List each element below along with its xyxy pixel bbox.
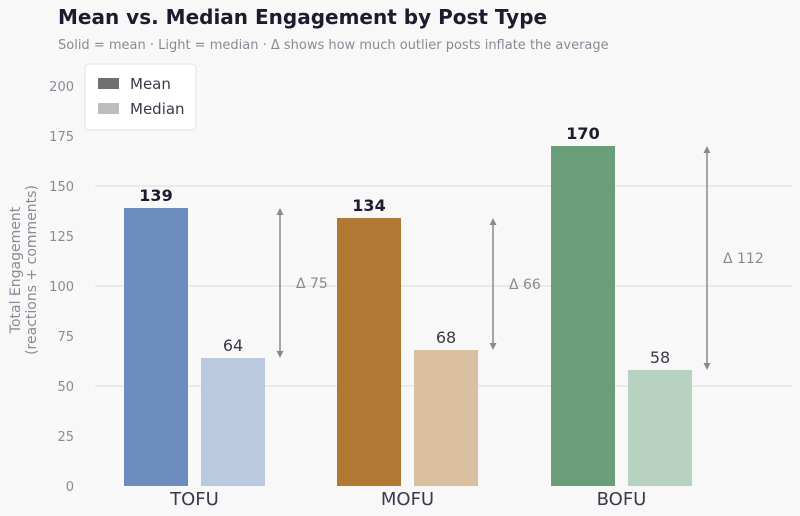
y-axis-label: (reactions + comments)	[24, 185, 40, 355]
y-tick-label: 25	[57, 430, 74, 445]
legend-label: Mean	[130, 75, 171, 93]
data-label: 58	[650, 348, 670, 367]
arrow-head-up	[703, 146, 711, 153]
y-tick-label: 200	[49, 80, 74, 95]
data-label: 68	[436, 328, 456, 347]
chart-title: Mean vs. Median Engagement by Post Type	[58, 5, 548, 29]
y-tick-label: 100	[49, 280, 74, 295]
x-tick-label: TOFU	[169, 489, 219, 510]
arrow-head-up	[276, 208, 284, 215]
data-label: 170	[566, 124, 599, 143]
bar-mean	[551, 146, 615, 486]
legend-swatch	[98, 78, 119, 89]
delta-label: Δ 112	[723, 251, 764, 267]
bar-mean	[337, 218, 401, 486]
arrow-head-down	[703, 363, 711, 370]
legend	[84, 63, 197, 131]
bar-median	[628, 370, 692, 486]
data-label: 134	[352, 196, 385, 215]
bar-median	[201, 358, 265, 486]
y-tick-label: 175	[49, 130, 74, 145]
delta-label: Δ 66	[509, 277, 541, 293]
legend-swatch	[98, 103, 119, 114]
y-tick-label: 150	[49, 180, 74, 195]
arrow-head-down	[489, 343, 497, 350]
chart-subtitle: Solid = mean · Light = median · Δ shows …	[58, 38, 609, 53]
arrow-head-down	[276, 351, 284, 358]
delta-label: Δ 75	[296, 276, 328, 292]
x-tick-label: BOFU	[597, 489, 647, 510]
y-tick-label: 75	[57, 330, 74, 345]
x-tick-label: MOFU	[381, 489, 434, 510]
bar-median	[414, 350, 478, 486]
arrow-head-up	[489, 218, 497, 225]
y-tick-label: 50	[57, 380, 74, 395]
y-axis-label: Total Engagement	[8, 206, 24, 334]
bar-mean	[124, 208, 188, 486]
data-label: 139	[139, 186, 172, 205]
data-label: 64	[223, 336, 243, 355]
y-tick-label: 0	[66, 480, 74, 495]
legend-label: Median	[130, 100, 185, 118]
y-tick-label: 125	[49, 230, 74, 245]
